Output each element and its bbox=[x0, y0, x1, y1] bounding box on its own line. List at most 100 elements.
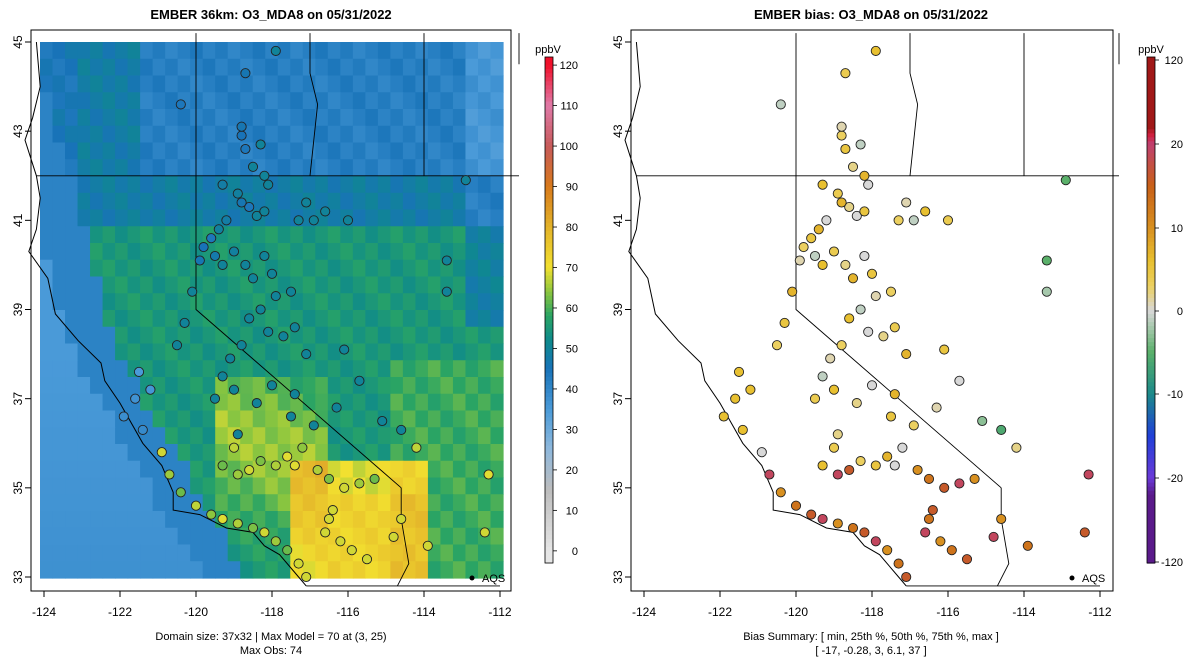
obs-point bbox=[266, 268, 278, 279]
bias-point bbox=[939, 344, 950, 355]
colorbar-tick-label: -120 bbox=[1161, 557, 1183, 569]
obs-point bbox=[175, 487, 186, 498]
y-tick-label: 43 bbox=[611, 124, 625, 138]
bias-point bbox=[851, 398, 862, 409]
bias-point bbox=[779, 317, 790, 328]
y-tick-label: 41 bbox=[11, 213, 25, 227]
bias-point bbox=[809, 393, 821, 404]
colorbar-tick-label: 110 bbox=[560, 101, 578, 113]
coastline bbox=[624, 41, 907, 587]
x-tick-label: -122 bbox=[108, 605, 132, 619]
colorbar-tick-label: 70 bbox=[566, 262, 578, 274]
colorbar-tick-label: 0 bbox=[572, 546, 578, 558]
obs-point bbox=[247, 273, 259, 284]
obs-point bbox=[244, 464, 255, 476]
left-caption-line1: Domain size: 37x32 | Max Model = 70 at (… bbox=[155, 631, 386, 643]
x-tick-label: -116 bbox=[336, 605, 359, 619]
y-tick-label: 39 bbox=[11, 303, 25, 317]
colorbar-tick-label: 60 bbox=[566, 303, 578, 315]
obs-point bbox=[255, 456, 266, 467]
obs-point bbox=[187, 286, 198, 297]
bias-point bbox=[718, 411, 729, 422]
bias-point bbox=[878, 331, 889, 342]
y-tick-label: 37 bbox=[11, 392, 25, 406]
bias-point bbox=[840, 68, 851, 79]
obs-point bbox=[217, 259, 228, 270]
left-colorbar-unit: ppbV bbox=[535, 44, 561, 56]
bias-point bbox=[920, 527, 931, 538]
x-tick-label: -124 bbox=[32, 605, 56, 619]
bias-point bbox=[988, 531, 999, 542]
bias-point bbox=[931, 402, 942, 413]
obs-point bbox=[232, 429, 243, 440]
bias-point bbox=[859, 527, 870, 538]
obs-point bbox=[198, 242, 209, 253]
obs-point bbox=[255, 139, 266, 150]
bias-point bbox=[939, 482, 950, 493]
bias-point bbox=[832, 518, 843, 529]
obs-point bbox=[240, 143, 251, 155]
obs-point bbox=[323, 513, 335, 525]
obs-point bbox=[479, 527, 490, 538]
obs-point bbox=[339, 344, 350, 355]
bias-point bbox=[859, 250, 870, 262]
obs-point bbox=[232, 518, 243, 529]
obs-point bbox=[411, 442, 422, 453]
bias-point bbox=[863, 326, 874, 337]
obs-point bbox=[289, 460, 300, 471]
obs-point bbox=[396, 424, 407, 435]
bias-point bbox=[920, 206, 931, 217]
bias-point bbox=[1079, 527, 1090, 538]
x-tick-label: -112 bbox=[488, 605, 511, 619]
bias-point bbox=[859, 206, 870, 217]
bias-point bbox=[855, 456, 866, 467]
y-tick-label: 33 bbox=[611, 570, 625, 584]
x-tick-label: -112 bbox=[1088, 605, 1111, 619]
obs-point bbox=[206, 509, 217, 520]
obs-point bbox=[244, 313, 255, 324]
bias-point bbox=[969, 473, 980, 484]
right-colorbar: ppbV -120 -20 -10 0 10 20 120 bbox=[1138, 44, 1183, 569]
state-borders bbox=[624, 33, 1120, 587]
bias-point bbox=[836, 121, 847, 132]
obs-point bbox=[259, 206, 270, 217]
x-tick-label: -116 bbox=[936, 605, 959, 619]
right-map: AQS bbox=[624, 29, 1120, 592]
left-caption-line2: Max Obs: 74 bbox=[240, 645, 302, 657]
bias-point bbox=[954, 375, 965, 386]
obs-point bbox=[244, 201, 255, 213]
bias-point bbox=[825, 353, 836, 364]
bias-point bbox=[821, 215, 832, 226]
model-grid bbox=[40, 42, 504, 579]
bias-point bbox=[764, 469, 775, 480]
right-panel: EMBER bias: O3_MDA8 on 05/31/2022 AQS -1… bbox=[611, 7, 1183, 657]
obs-point bbox=[270, 460, 281, 471]
state-border bbox=[795, 33, 1002, 489]
obs-point bbox=[247, 161, 259, 172]
aqs-marker bbox=[469, 575, 475, 581]
obs-point bbox=[209, 393, 221, 404]
right-colorbar-ticks: -120 -20 -10 0 10 20 120 bbox=[1155, 55, 1183, 569]
bias-point bbox=[859, 170, 870, 181]
y-tick-label: 35 bbox=[11, 481, 25, 495]
colorbar-tick-label: 10 bbox=[1171, 223, 1183, 235]
y-tick-label: 33 bbox=[11, 570, 25, 584]
obs-point bbox=[327, 505, 338, 516]
obs-point bbox=[251, 398, 262, 409]
bias-point bbox=[836, 197, 847, 208]
bias-point bbox=[813, 224, 824, 235]
obs-point bbox=[236, 121, 247, 132]
obs-point bbox=[263, 326, 274, 337]
obs-point bbox=[206, 233, 217, 244]
bias-point bbox=[1041, 255, 1052, 266]
bias-point bbox=[756, 447, 767, 458]
obs-point bbox=[354, 478, 365, 489]
bias-point bbox=[927, 505, 938, 516]
left-plot-frame bbox=[30, 29, 512, 592]
right-caption-line2: [ -17, -0.28, 3, 6.1, 37 ] bbox=[815, 645, 926, 657]
bias-point bbox=[870, 291, 881, 302]
obs-point bbox=[156, 447, 167, 458]
bias-point bbox=[851, 210, 862, 221]
right-colorbar-unit: ppbV bbox=[1138, 44, 1164, 56]
